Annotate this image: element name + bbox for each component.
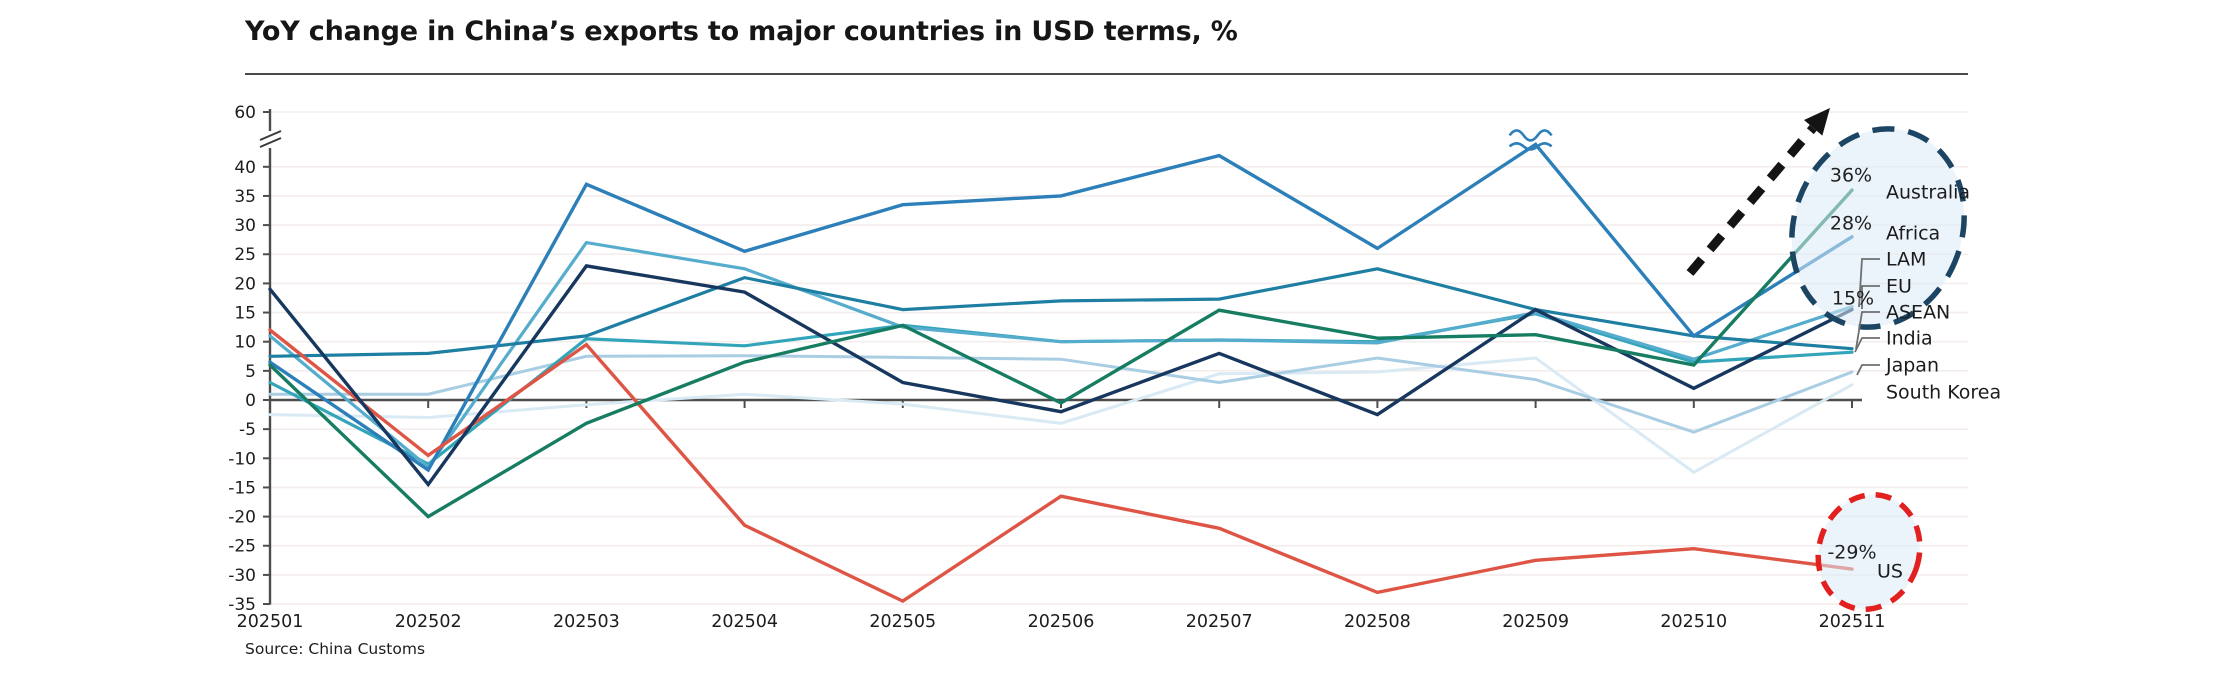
y-tick-label: 15	[234, 304, 256, 324]
x-tick-label: 202505	[869, 612, 936, 632]
legend-label-lam: LAM	[1886, 249, 1926, 271]
x-tick-label: 202501	[237, 612, 304, 632]
series-line-australia	[268, 188, 1854, 519]
y-tick-label: -10	[228, 449, 256, 469]
y-tick-label: 0	[245, 391, 256, 411]
y-tick-label: 20	[234, 274, 256, 294]
series-line-us	[268, 328, 1854, 604]
legend-label-africa: Africa	[1886, 223, 1940, 245]
legend-label-japan: Japan	[1885, 355, 1939, 377]
y-tick-label: 10	[234, 333, 256, 353]
legend-label-india: India	[1886, 328, 1933, 350]
value-label-15pct: 15%	[1832, 288, 1874, 310]
us-label: US	[1877, 561, 1903, 583]
y-tick-label: -15	[228, 478, 256, 498]
y-tick-label: 40	[234, 158, 256, 178]
y-tick-label: 5	[245, 362, 256, 382]
y-tick-label: -20	[228, 508, 256, 528]
y-tick-label: 35	[234, 187, 256, 207]
x-tick-label: 202508	[1344, 612, 1411, 632]
title-rule	[245, 73, 1968, 75]
y-tick-label: 25	[234, 245, 256, 265]
x-tick-label: 202510	[1660, 612, 1727, 632]
x-tick-label: 202504	[711, 612, 778, 632]
line-break-squiggle-icon	[1508, 129, 1553, 142]
legend-connector	[1858, 258, 1880, 308]
x-tick-label: 202509	[1502, 612, 1569, 632]
page-title: YoY change in China’s exports to major c…	[245, 16, 1238, 47]
y-tick-label: -30	[228, 566, 256, 586]
line-break-squiggle-icon	[1508, 142, 1553, 151]
value-label-neg29pct: -29%	[1827, 542, 1876, 564]
x-tick-label: 202511	[1819, 612, 1886, 632]
source-note: Source: China Customs	[245, 640, 426, 658]
legend-label-south-korea: South Korea	[1886, 382, 2001, 404]
y-tick-label: -25	[228, 537, 256, 557]
series-line-africa	[268, 142, 1854, 473]
axis-break-icon	[259, 130, 282, 141]
value-label-28pct: 28%	[1830, 213, 1872, 235]
legend-connector	[1854, 337, 1880, 353]
legend-connector	[1855, 311, 1880, 350]
y-tick-label: 60	[234, 103, 256, 123]
highlight-ellipse-top	[1789, 126, 1967, 330]
trend-arrow-head-icon	[1804, 108, 1830, 136]
series-line-japan	[268, 354, 1854, 434]
x-tick-label: 202506	[1028, 612, 1095, 632]
legend-label-australia: Australia	[1886, 182, 1970, 204]
series-line-eu	[268, 264, 1854, 488]
series-line-lam	[268, 240, 1854, 470]
legend-label-eu: EU	[1886, 276, 1912, 298]
value-label-36pct: 36%	[1830, 165, 1872, 187]
series-line-asean	[268, 267, 1854, 358]
y-tick-label: -35	[228, 595, 256, 615]
x-tick-label: 202507	[1186, 612, 1253, 632]
x-tick-label: 202503	[553, 612, 620, 632]
trend-arrow-icon	[1686, 124, 1817, 276]
legend-connector	[1856, 364, 1880, 376]
axis-break-icon	[259, 137, 282, 148]
highlight-ellipse-us	[1815, 491, 1923, 613]
legend-connector	[1861, 285, 1880, 309]
y-tick-label: -5	[239, 420, 256, 440]
legend-label-asean: ASEAN	[1886, 302, 1950, 324]
x-tick-label: 202502	[395, 612, 462, 632]
y-tick-label: 30	[234, 216, 256, 236]
